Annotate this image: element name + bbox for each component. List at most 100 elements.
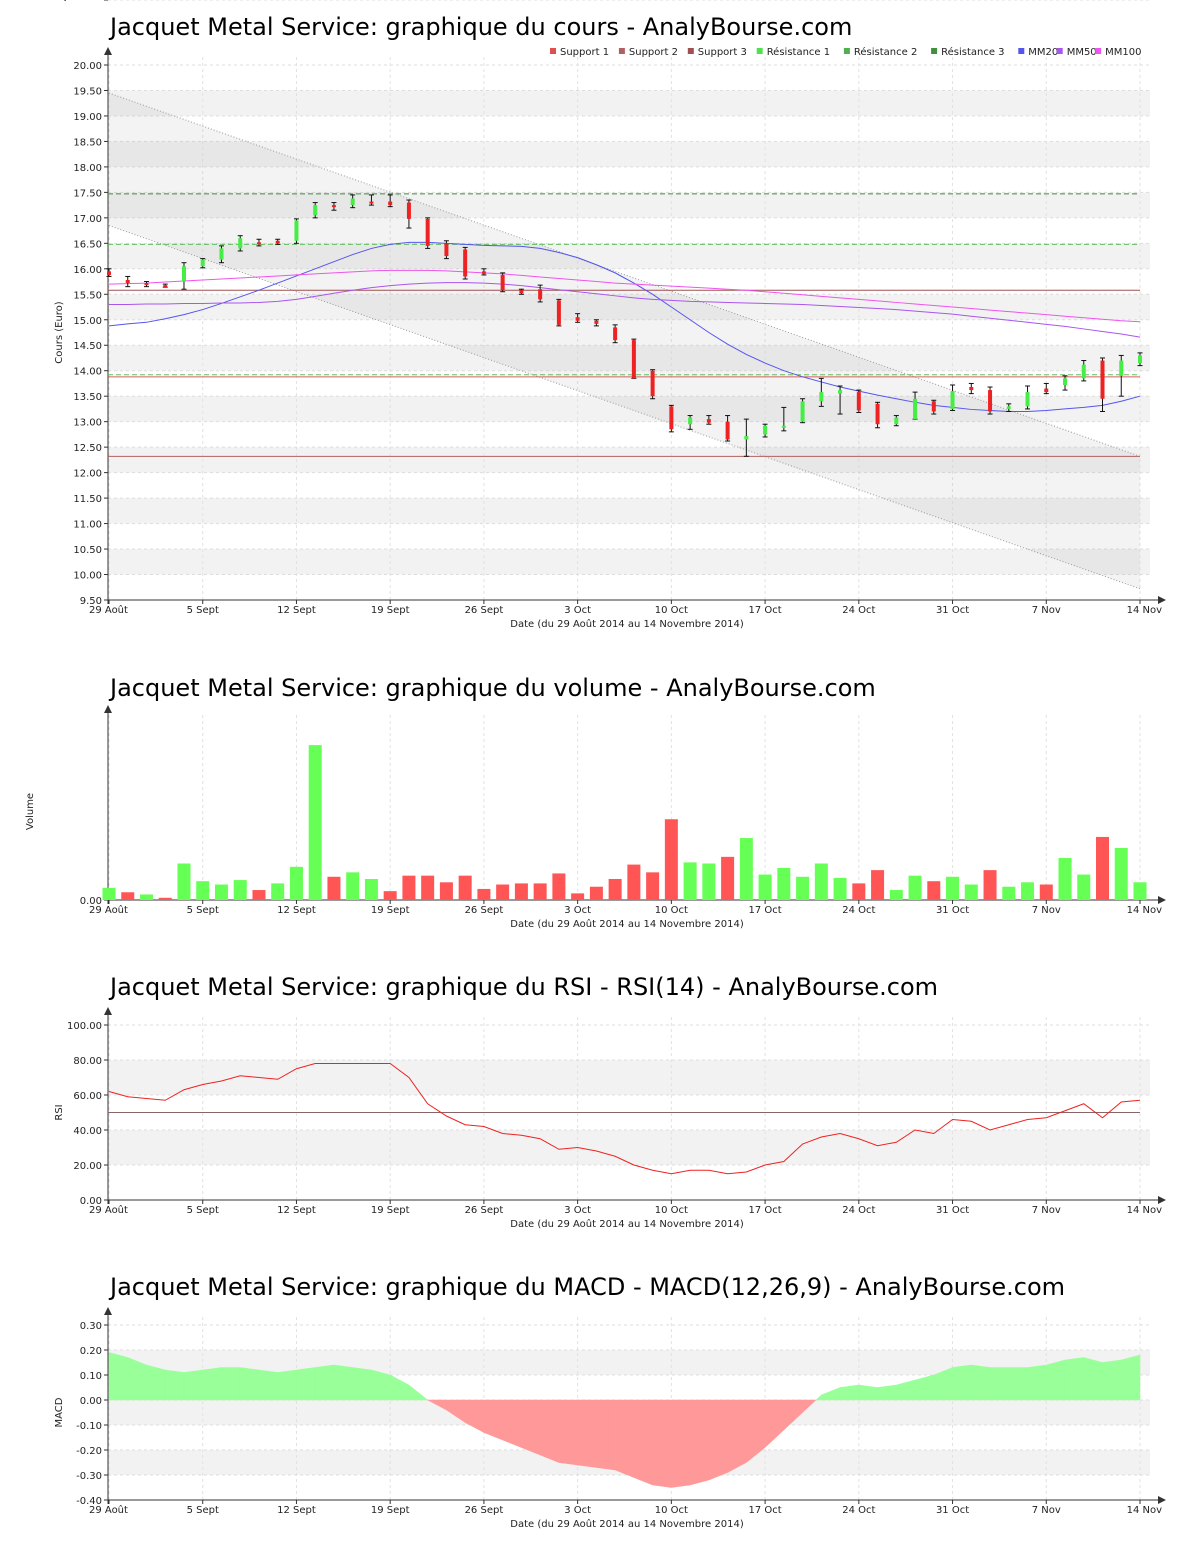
candle-body [275,240,280,244]
x-tick-label: 3 Oct [564,1205,591,1216]
x-axis-label: Date (du 29 Août 2014 au 14 Novembre 201… [510,1218,744,1230]
y-axis-label: Volume [25,793,36,830]
x-tick-label: 26 Sept [465,905,504,916]
x-tick-label: 12 Sept [277,1505,316,1516]
candle [425,217,431,249]
candle-body [913,398,918,420]
volume-bar [927,881,941,900]
candle [1137,352,1143,367]
y-tick-label: 17.00 [73,214,102,225]
x-tick-label: 19 Sept [371,905,410,916]
macd-area-segment [1064,1357,1085,1401]
y-tick-label: 40.00 [73,1126,102,1137]
x-tick-label: 7 Nov [1032,1505,1061,1516]
candle [593,319,599,327]
x-tick-label: 3 Oct [564,605,591,616]
macd-area-segment [858,1384,878,1401]
volume-bar [571,893,585,900]
candle-body [650,370,655,397]
y-tick-label: 13.00 [73,418,102,429]
candle [537,284,543,303]
macd-area-segment [389,1374,410,1401]
x-tick-label: 17 Oct [748,905,781,916]
volume-bar [514,883,528,900]
macd-area-segment [483,1399,503,1441]
candle [781,406,787,432]
candle [218,245,224,264]
y-tick-label: 120,000.00 [45,0,102,3]
candle-body [781,425,786,428]
y-tick-label: 0.00 [80,1196,102,1207]
x-tick-label: 26 Sept [465,1205,504,1216]
x-tick-label: 29 Août [89,1204,128,1216]
volume-bar [252,890,266,900]
macd-area-segment [502,1399,522,1448]
y-tick-label: 11.50 [73,494,102,505]
macd-area-segment [1046,1359,1066,1401]
legend-swatch [1095,48,1102,54]
y-tick-label: 10.00 [73,571,102,582]
x-tick-label: 24 Oct [842,1205,875,1216]
x-tick-label: 14 Nov [1127,1505,1163,1516]
volume-bar [683,862,697,900]
x-axis-arrow [1158,596,1166,604]
macd-area-segment [1008,1367,1028,1401]
x-tick-label: 10 Oct [655,905,688,916]
x-tick-label: 24 Oct [842,605,875,616]
candle [987,386,993,415]
legend-item: MM50 [1067,47,1097,58]
candle-body [669,406,674,430]
candle-body [313,205,318,216]
macd-area-segment [239,1367,260,1401]
legend-swatch [931,48,938,54]
chart-title: Jacquet Metal Service: graphique du volu… [108,674,876,702]
y-tick-label: 140,000.00 [45,0,102,3]
candle [181,262,187,290]
volume-bar [702,863,716,900]
y-axis-arrow [104,705,112,713]
volume-bar [739,838,753,900]
volume-bar [908,875,922,900]
volume-bar [214,884,228,900]
candle [612,324,618,344]
candle [237,235,243,252]
macd-area-segment [802,1399,817,1414]
candle-body [613,327,618,341]
volume-bar [796,876,810,900]
legend-item: Support 1 [560,47,609,58]
candle-body [294,220,299,241]
candle-body [1025,392,1030,407]
macd-area-segment [971,1364,991,1401]
candle-body [950,391,955,409]
candle [800,398,806,424]
candle [406,199,412,229]
candle [293,218,299,244]
y-tick-label: 9.50 [80,596,102,607]
candle [762,423,768,438]
y-tick-label: 15.00 [73,316,102,327]
x-tick-label: 10 Oct [655,1205,688,1216]
x-axis-arrow [1158,896,1166,904]
volume-bar [983,870,997,900]
x-tick-label: 31 Oct [936,905,969,916]
candle [687,415,693,430]
macd-area-segment [221,1367,241,1401]
candle-body [969,387,974,391]
candle [1062,375,1068,391]
chart-title: Jacquet Metal Service: graphique du cour… [108,13,852,41]
grid-band [108,294,1150,320]
series-rsi [108,1063,1141,1175]
candle [500,272,506,293]
macd-area-segment [652,1399,672,1488]
macd-area-segment [596,1399,616,1471]
x-tick-label: 3 Oct [564,1505,591,1516]
candle [162,283,168,288]
y-axis-label: RSI [54,1104,65,1120]
candle [200,258,206,269]
x-tick-label: 14 Nov [1127,1205,1163,1216]
volume-bar [1077,874,1091,900]
x-tick-label: 26 Sept [465,1505,504,1516]
macd-area-segment [371,1369,391,1401]
candle [518,288,524,295]
volume-bar [402,875,416,900]
